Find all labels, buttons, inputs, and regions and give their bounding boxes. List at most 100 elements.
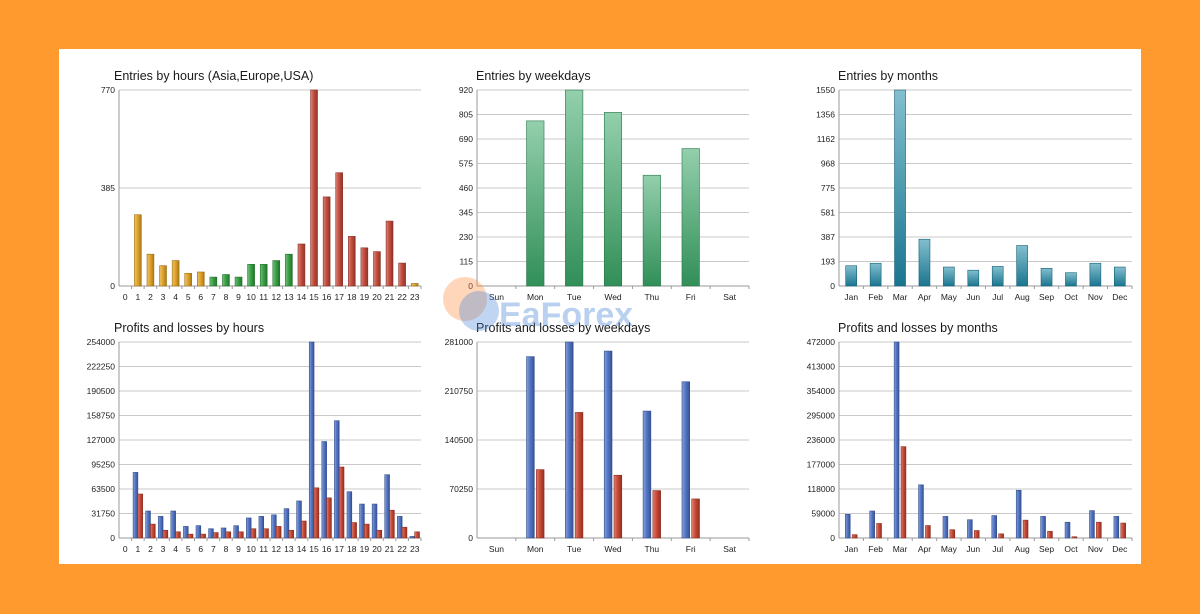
bar-profits-16 <box>321 441 327 539</box>
y-tick-label: 222250 <box>87 362 116 372</box>
x-tick-label: May <box>941 544 958 554</box>
bar-losses-10 <box>250 528 257 539</box>
bar-profits-wed <box>603 350 613 539</box>
bar-losses-2 <box>150 523 156 539</box>
bar-losses-feb <box>876 523 882 539</box>
y-tick-label: 70250 <box>449 484 473 494</box>
chart-pl-weekdays: Profits and losses by weekdays 0 70250 1405… <box>445 321 750 554</box>
x-tick-label: Aug <box>1015 544 1030 554</box>
y-tick-label: 345 <box>459 208 473 218</box>
bar-entries-5 <box>184 272 192 287</box>
x-tick-label: 11 <box>259 544 268 554</box>
x-tick-label: 23 <box>410 544 420 554</box>
bar-entries-6 <box>197 271 205 287</box>
bar-losses-19 <box>364 523 370 539</box>
y-tick-label: 59000 <box>811 509 835 519</box>
x-tick-label: Feb <box>868 544 883 554</box>
bar-profits-3 <box>157 516 164 539</box>
bar-entries-apr <box>918 238 931 287</box>
bar-losses-11 <box>263 528 269 539</box>
x-tick-label: Sun <box>489 544 504 554</box>
bar-entries-9 <box>234 276 243 287</box>
bar-profits-aug <box>1015 489 1022 539</box>
bar-entries-may <box>943 266 955 287</box>
x-tick-label: 1 <box>136 544 141 554</box>
x-tick-label: 9 <box>236 292 241 302</box>
y-tick-label: 295000 <box>807 411 836 421</box>
y-tick-label: 1550 <box>816 85 835 95</box>
y-tick-label: 158750 <box>87 411 116 421</box>
x-tick-label: 20 <box>372 292 382 302</box>
bar-profits-sep <box>1040 516 1046 539</box>
bar-profits-5 <box>183 526 189 539</box>
bar-entries-tue <box>565 89 584 287</box>
bar-profits-thu <box>642 410 652 539</box>
x-tick-label: 6 <box>198 544 203 554</box>
bar-profits-jan <box>845 514 851 539</box>
bar-profits-2 <box>145 510 151 539</box>
x-tick-label: 20 <box>372 544 382 554</box>
y-tick-label: 31750 <box>91 509 115 519</box>
y-tick-label: 127000 <box>87 435 116 445</box>
bar-losses-22 <box>401 526 408 539</box>
x-tick-label: Dec <box>1112 292 1128 302</box>
x-tick-label: 22 <box>397 544 407 554</box>
x-tick-label: 2 <box>148 292 153 302</box>
bar-entries-feb <box>869 262 882 287</box>
x-tick-label: 19 <box>360 544 370 554</box>
x-tick-label: Nov <box>1088 292 1104 302</box>
bar-profits-oct <box>1064 521 1071 539</box>
bar-profits-7 <box>208 528 214 539</box>
bar-entries-sep <box>1040 267 1053 287</box>
bar-profits-23 <box>409 536 416 539</box>
y-tick-label: 472000 <box>807 337 836 347</box>
y-tick-label: 354000 <box>807 386 836 396</box>
bar-losses-sep <box>1047 531 1053 539</box>
y-tick-label: 0 <box>830 281 835 291</box>
x-tick-label: 0 <box>123 544 128 554</box>
x-tick-label: Nov <box>1088 544 1104 554</box>
x-tick-label: Jan <box>844 292 858 302</box>
x-tick-label: Sat <box>723 544 736 554</box>
y-tick-label: 770 <box>101 85 115 95</box>
bar-losses-4 <box>175 531 181 539</box>
x-tick-label: 22 <box>397 292 407 302</box>
bar-profits-feb <box>869 510 875 539</box>
bar-profits-14 <box>296 500 302 539</box>
chart-title: Profits and losses by hours <box>114 321 264 335</box>
bar-losses-12 <box>275 526 282 539</box>
bar-profits-10 <box>246 517 252 539</box>
x-tick-label: 6 <box>198 292 203 302</box>
x-tick-label: 15 <box>309 292 319 302</box>
x-tick-label: 12 <box>272 292 282 302</box>
x-tick-label: Apr <box>918 292 931 302</box>
x-tick-label: Mon <box>527 544 544 554</box>
bar-losses-3 <box>162 529 169 539</box>
watermark-logo-icon <box>459 291 499 331</box>
x-tick-label: 7 <box>211 544 216 554</box>
bar-profits-8 <box>220 527 227 539</box>
chart-panel: Entries by hours (Asia,Europe,USA) 0 385 77… <box>59 49 1141 564</box>
x-tick-label: Tue <box>567 544 582 554</box>
bar-entries-12 <box>272 260 281 287</box>
chart-pl-months: Profits and losses by months 0 59000 118000… <box>807 321 1133 554</box>
bar-entries-11 <box>259 264 268 287</box>
x-tick-label: 16 <box>322 292 332 302</box>
y-tick-label: 413000 <box>807 362 836 372</box>
x-tick-label: 21 <box>385 544 395 554</box>
bar-profits-jun <box>967 519 973 539</box>
bar-profits-12 <box>271 514 277 539</box>
x-tick-label: Aug <box>1015 292 1030 302</box>
x-tick-label: Oct <box>1064 292 1078 302</box>
bar-profits-may <box>942 516 949 539</box>
chart-title: Entries by months <box>838 69 938 83</box>
y-tick-label: 385 <box>101 183 115 193</box>
x-tick-label: 13 <box>284 544 294 554</box>
bar-entries-dec <box>1113 266 1126 287</box>
bar-losses-may <box>949 529 956 539</box>
x-tick-label: 18 <box>347 544 357 554</box>
bar-entries-13 <box>285 253 293 287</box>
y-tick-label: 575 <box>459 159 473 169</box>
x-tick-label: 0 <box>123 292 128 302</box>
bar-profits-17 <box>334 420 340 539</box>
